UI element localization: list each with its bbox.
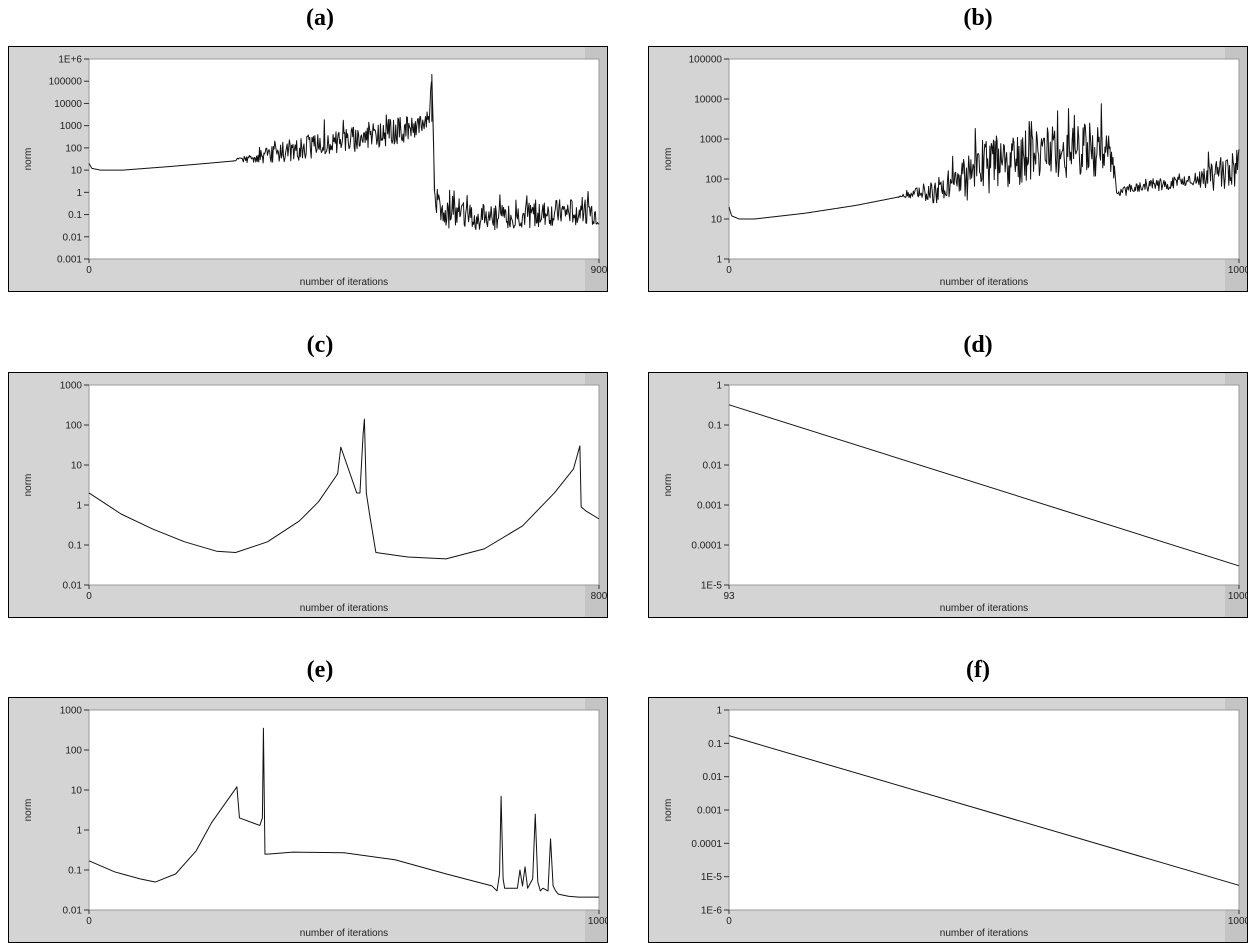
x-axis-label: number of iterations [300,603,388,614]
panel-label: (f) [966,657,990,683]
y-tick-label: 1 [716,255,722,266]
chart-frame: 1E-5 0.0001 0.001 0.01 0.1 1 93 1000 number of i… [648,372,1248,618]
x-tick-label: 1000 [588,916,607,927]
y-tick-label: 1000 [700,135,723,146]
y-tick-label: 1 [76,826,82,837]
y-tick-label: 10000 [694,95,722,106]
x-tick-label: 1000 [1228,265,1247,276]
y-tick-label: 1000 [60,121,83,132]
x-tick-label: 1000 [1228,916,1247,927]
x-axis-label: number of iterations [300,928,388,939]
series-line [88,418,600,560]
chart-svg: 0.01 0.1 1 10 100 1000 0 800 number of iteration… [23,373,607,617]
panel-label: (e) [306,657,334,683]
y-tick-label: 0.001 [57,255,82,266]
y-tick-label: 0.1 [68,541,82,552]
y-tick-label: 100000 [49,77,83,88]
y-tick-label: 100 [65,421,82,432]
y-tick-label: 1E+6 [58,55,82,66]
chart-frame: 1 10 100 1000 10000 100000 0 1000 number of iter… [648,46,1248,292]
y-tick-label: 0.001 [697,501,722,512]
y-axis-label: norm [23,799,34,822]
chart-frame: 0.01 0.1 1 10 100 1000 0 800 number of iteration… [8,372,608,618]
plot-area [88,709,600,911]
x-tick-label: 800 [591,591,607,602]
y-tick-label: 0.1 [68,866,82,877]
y-tick-label: 1E-5 [701,581,723,592]
chart-svg: 1E-5 0.0001 0.001 0.01 0.1 1 93 1000 number of i… [663,373,1247,617]
chart-frame: 1E-6 1E-5 0.0001 0.001 0.01 0.1 1 0 1000 number o… [648,697,1248,943]
chart-svg: 0.01 0.1 1 10 100 1000 0 1000 number of iteratio… [23,698,607,942]
y-tick-label: 1 [76,501,82,512]
y-tick-label: 100 [65,143,82,154]
y-tick-label: 10000 [54,99,82,110]
y-tick-label: 0.001 [697,806,722,817]
y-tick-label: 1E-5 [701,872,723,883]
x-axis-label: number of iterations [300,277,388,288]
y-tick-label: 1E-6 [701,906,723,917]
y-tick-label: 1 [76,188,82,199]
y-tick-label: 1 [716,381,722,392]
y-tick-label: 0.1 [68,210,82,221]
y-tick-label: 10 [71,786,83,797]
chart-svg: 1 10 100 1000 10000 100000 0 1000 number of iter… [663,47,1247,291]
chart-svg: 0.001 0.01 0.1 1 10 100 1000 10000 100000 1E+6 0 90… [23,47,607,291]
x-tick-label: 1000 [1228,591,1247,602]
y-tick-label: 0.01 [63,906,83,917]
y-tick-label: 10 [71,461,83,472]
series-line [728,404,1240,567]
y-tick-label: 0.01 [703,461,723,472]
panel-label: (b) [963,5,993,31]
y-axis-label: norm [23,148,34,171]
y-tick-label: 1 [716,706,722,717]
x-axis-label: number of iterations [940,928,1028,939]
x-tick-label: 0 [726,265,732,276]
chart-svg: 1E-6 1E-5 0.0001 0.001 0.01 0.1 1 0 1000 number o… [663,698,1247,942]
chart-frame: 0.001 0.01 0.1 1 10 100 1000 10000 100000 1E+6 0 90… [8,46,608,292]
panel-label: (d) [963,332,993,358]
y-tick-label: 0.01 [63,232,83,243]
x-tick-label: 0 [86,265,92,276]
x-tick-label: 900 [591,265,607,276]
y-tick-label: 100 [705,175,722,186]
y-axis-label: norm [663,474,674,497]
series-line [88,74,600,231]
plot-area [88,384,600,586]
x-tick-label: 0 [726,916,732,927]
y-tick-label: 0.0001 [691,839,722,850]
panel-label: (c) [306,332,334,358]
series-line [728,735,1240,886]
y-tick-label: 0.01 [63,581,83,592]
y-tick-label: 10 [711,215,723,226]
y-tick-label: 0.1 [708,739,722,750]
y-tick-label: 0.0001 [691,541,722,552]
x-tick-label: 0 [86,591,92,602]
x-tick-label: 0 [86,916,92,927]
y-tick-label: 1000 [60,706,83,717]
series-line [88,727,599,898]
series-line [728,103,1240,220]
y-tick-label: 0.1 [708,421,722,432]
x-axis-label: number of iterations [940,277,1028,288]
y-tick-label: 100 [65,746,82,757]
y-tick-label: 100000 [689,55,723,66]
y-axis-label: norm [663,799,674,822]
x-axis-label: number of iterations [940,603,1028,614]
x-tick-label: 93 [723,591,735,602]
y-axis-label: norm [23,474,34,497]
y-axis-label: norm [663,148,674,171]
y-tick-label: 0.01 [703,772,723,783]
plot-area [88,58,600,260]
panel-label: (a) [306,5,334,31]
y-tick-label: 10 [71,166,83,177]
y-tick-label: 1000 [60,381,83,392]
chart-frame: 0.01 0.1 1 10 100 1000 0 1000 number of iteratio… [8,697,608,943]
